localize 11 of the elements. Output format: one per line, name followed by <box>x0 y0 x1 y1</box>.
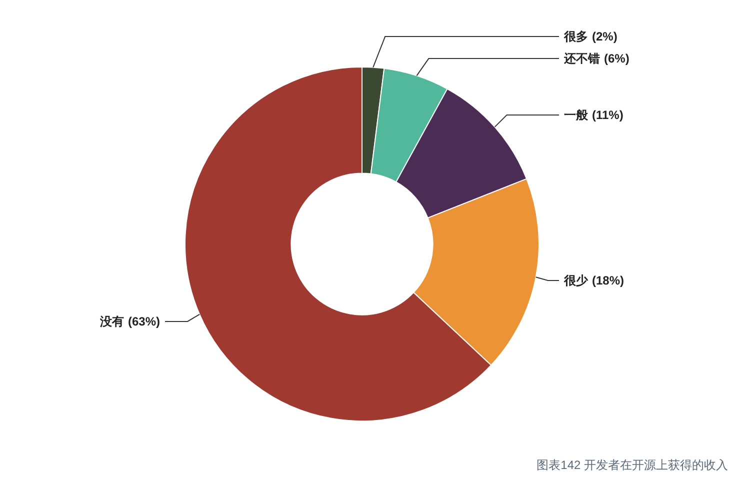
slice-label: 一般 <box>564 108 589 122</box>
data-label: (11%) <box>592 108 624 122</box>
slice-label: 没有 <box>98 314 124 328</box>
data-label: (63%) <box>128 314 160 328</box>
data-label: (18%) <box>592 274 624 288</box>
data-label: (6%) <box>604 52 630 66</box>
slice-label: 很多 <box>563 30 588 44</box>
slice-label: 很少 <box>563 274 589 288</box>
data-label: (2%) <box>592 30 618 44</box>
text: 图表142 开发者在开源上获得的收入 <box>536 458 728 472</box>
slice-label: 还不错 <box>563 52 600 66</box>
